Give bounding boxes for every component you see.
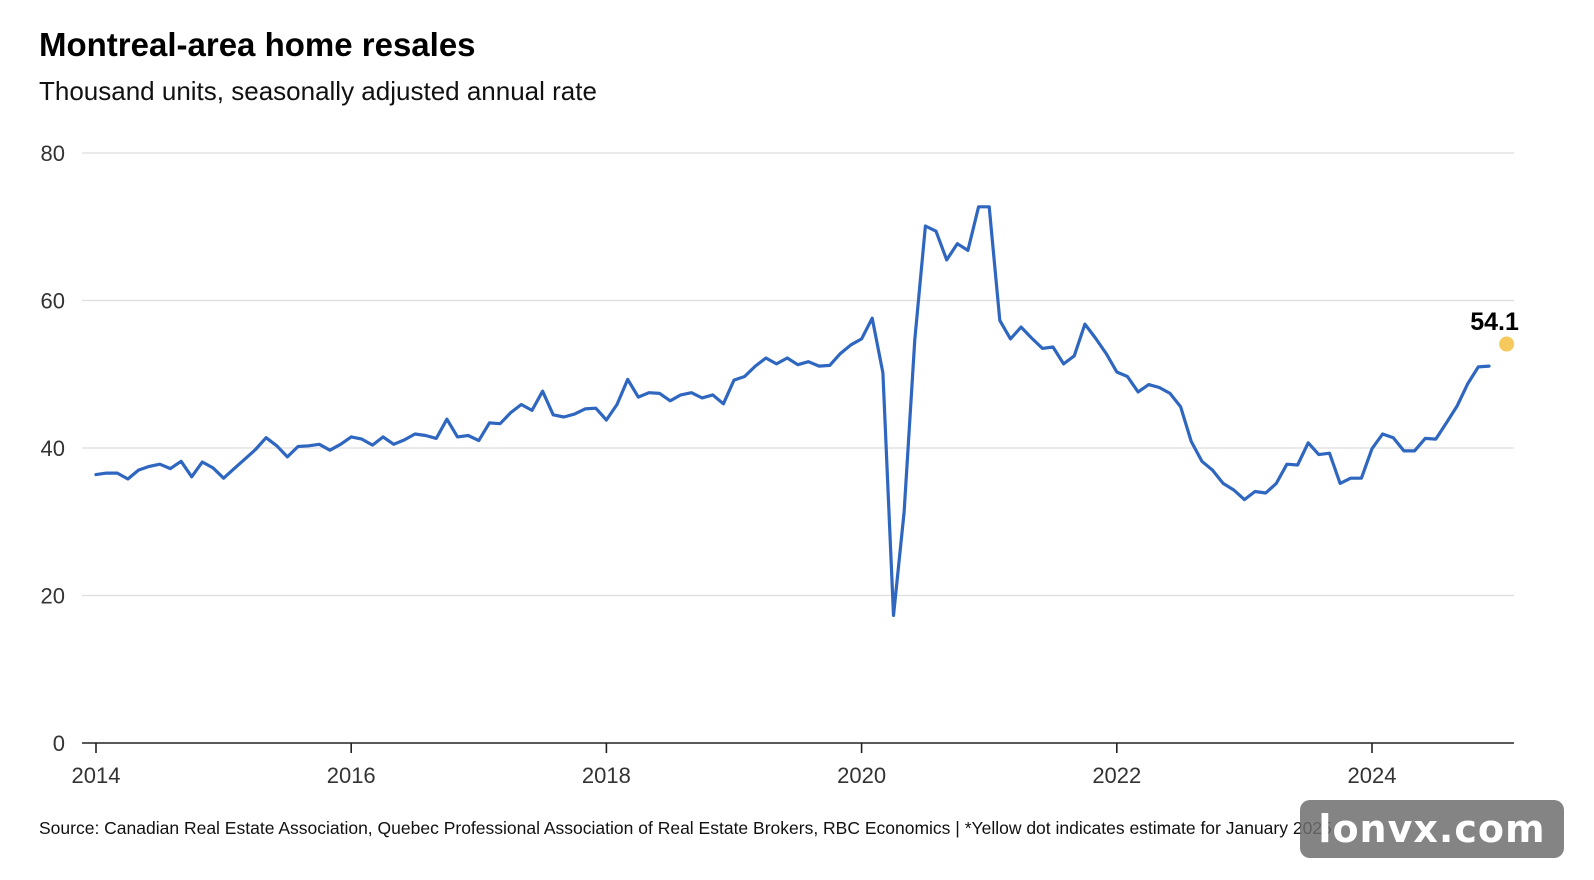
x-tick-label: 2022 <box>1092 763 1141 788</box>
estimate-value-label: 54.1 <box>1470 308 1519 336</box>
chart-subtitle: Thousand units, seasonally adjusted annu… <box>39 76 597 106</box>
x-tick-label: 2014 <box>72 763 121 788</box>
chart-title: Montreal-area home resales <box>39 26 476 63</box>
y-tick-label: 80 <box>41 141 65 166</box>
x-tick-label: 2018 <box>582 763 631 788</box>
y-tick-label: 0 <box>53 731 65 756</box>
y-tick-label: 40 <box>41 436 65 461</box>
watermark-logo: lonvx.com <box>1300 800 1564 858</box>
series-line-home-resales <box>94 205 1491 618</box>
x-tick-label: 2024 <box>1348 763 1397 788</box>
source-note: Source: Canadian Real Estate Association… <box>39 818 1332 838</box>
y-tick-label: 60 <box>41 289 65 314</box>
x-tick-label: 2016 <box>327 763 376 788</box>
y-tick-label: 20 <box>41 584 65 609</box>
x-axis-ticks: 2014 2016 2018 2020 2022 2024 <box>72 743 1397 788</box>
x-tick-label: 2020 <box>837 763 886 788</box>
gridlines <box>82 152 1514 597</box>
y-axis-tick-labels: 0 20 40 60 80 <box>41 141 65 756</box>
estimate-dot <box>1499 336 1515 352</box>
